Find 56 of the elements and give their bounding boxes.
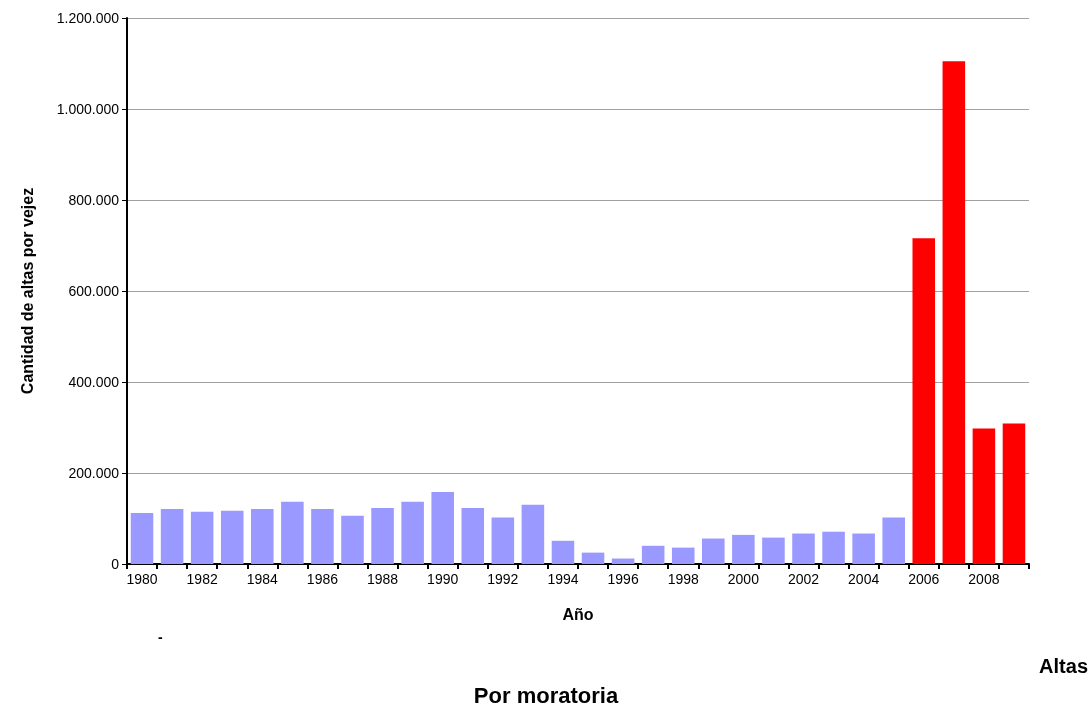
y-tick-label: 800.000: [68, 192, 120, 208]
x-tick-label: 1996: [607, 571, 639, 587]
bar: [581, 552, 605, 564]
bar: [551, 540, 575, 564]
x-tick-label: 1986: [306, 571, 339, 587]
y-tick-label: 400.000: [68, 374, 120, 390]
y-tick-label: 0: [111, 556, 120, 572]
y-tick-label: 1.000.000: [56, 101, 120, 117]
y-tick-label: 200.000: [68, 465, 120, 481]
bar: [311, 508, 334, 564]
bar: [130, 513, 154, 564]
bar: [671, 547, 695, 564]
x-tick-label: 1982: [186, 571, 218, 587]
bar: [160, 508, 184, 564]
bar: [972, 428, 996, 564]
bar: [251, 508, 274, 564]
y-tick-label: 1.200.000: [56, 10, 120, 26]
bar: [371, 508, 394, 564]
bar: [942, 61, 966, 564]
bar: [852, 533, 875, 564]
x-tick-label: 1990: [427, 571, 459, 587]
bar: [220, 510, 244, 564]
bar: [732, 534, 755, 564]
x-tick-label: 1992: [487, 571, 519, 587]
bar: [702, 538, 725, 564]
x-tick-label: 1988: [366, 571, 399, 587]
bar: [401, 501, 424, 564]
y-tick-label: 600.000: [68, 283, 120, 299]
bar: [281, 501, 304, 564]
y-axis-title: Cantidad de altas por vejez: [18, 187, 36, 395]
text: Por moratoria: [473, 682, 619, 708]
text: Altas: [1039, 655, 1088, 677]
bar: [822, 531, 845, 564]
x-tick-label: 1998: [667, 571, 700, 587]
x-tick-label: 2000: [727, 571, 760, 587]
x-tick-label: 2004: [848, 571, 880, 587]
bar: [521, 504, 545, 564]
bar: [431, 492, 454, 564]
bar: [491, 517, 515, 564]
x-tick-label: 1980: [126, 571, 158, 587]
x-tick-label: 1994: [547, 571, 579, 587]
x-tick-label: 2002: [787, 571, 820, 587]
bar: [190, 511, 214, 564]
bar: [762, 537, 785, 564]
bar: [912, 238, 936, 564]
x-axis-title: Año: [562, 605, 594, 623]
x-tick-label: 2006: [908, 571, 940, 587]
text: -: [158, 629, 163, 645]
bar: [341, 515, 364, 564]
bar: [882, 517, 905, 564]
bar: [1002, 423, 1026, 564]
x-tick-label: 1984: [246, 571, 279, 587]
bar: [641, 545, 665, 564]
bar: [461, 508, 485, 564]
bar: [792, 533, 815, 564]
x-tick-label: 2008: [968, 571, 1000, 587]
